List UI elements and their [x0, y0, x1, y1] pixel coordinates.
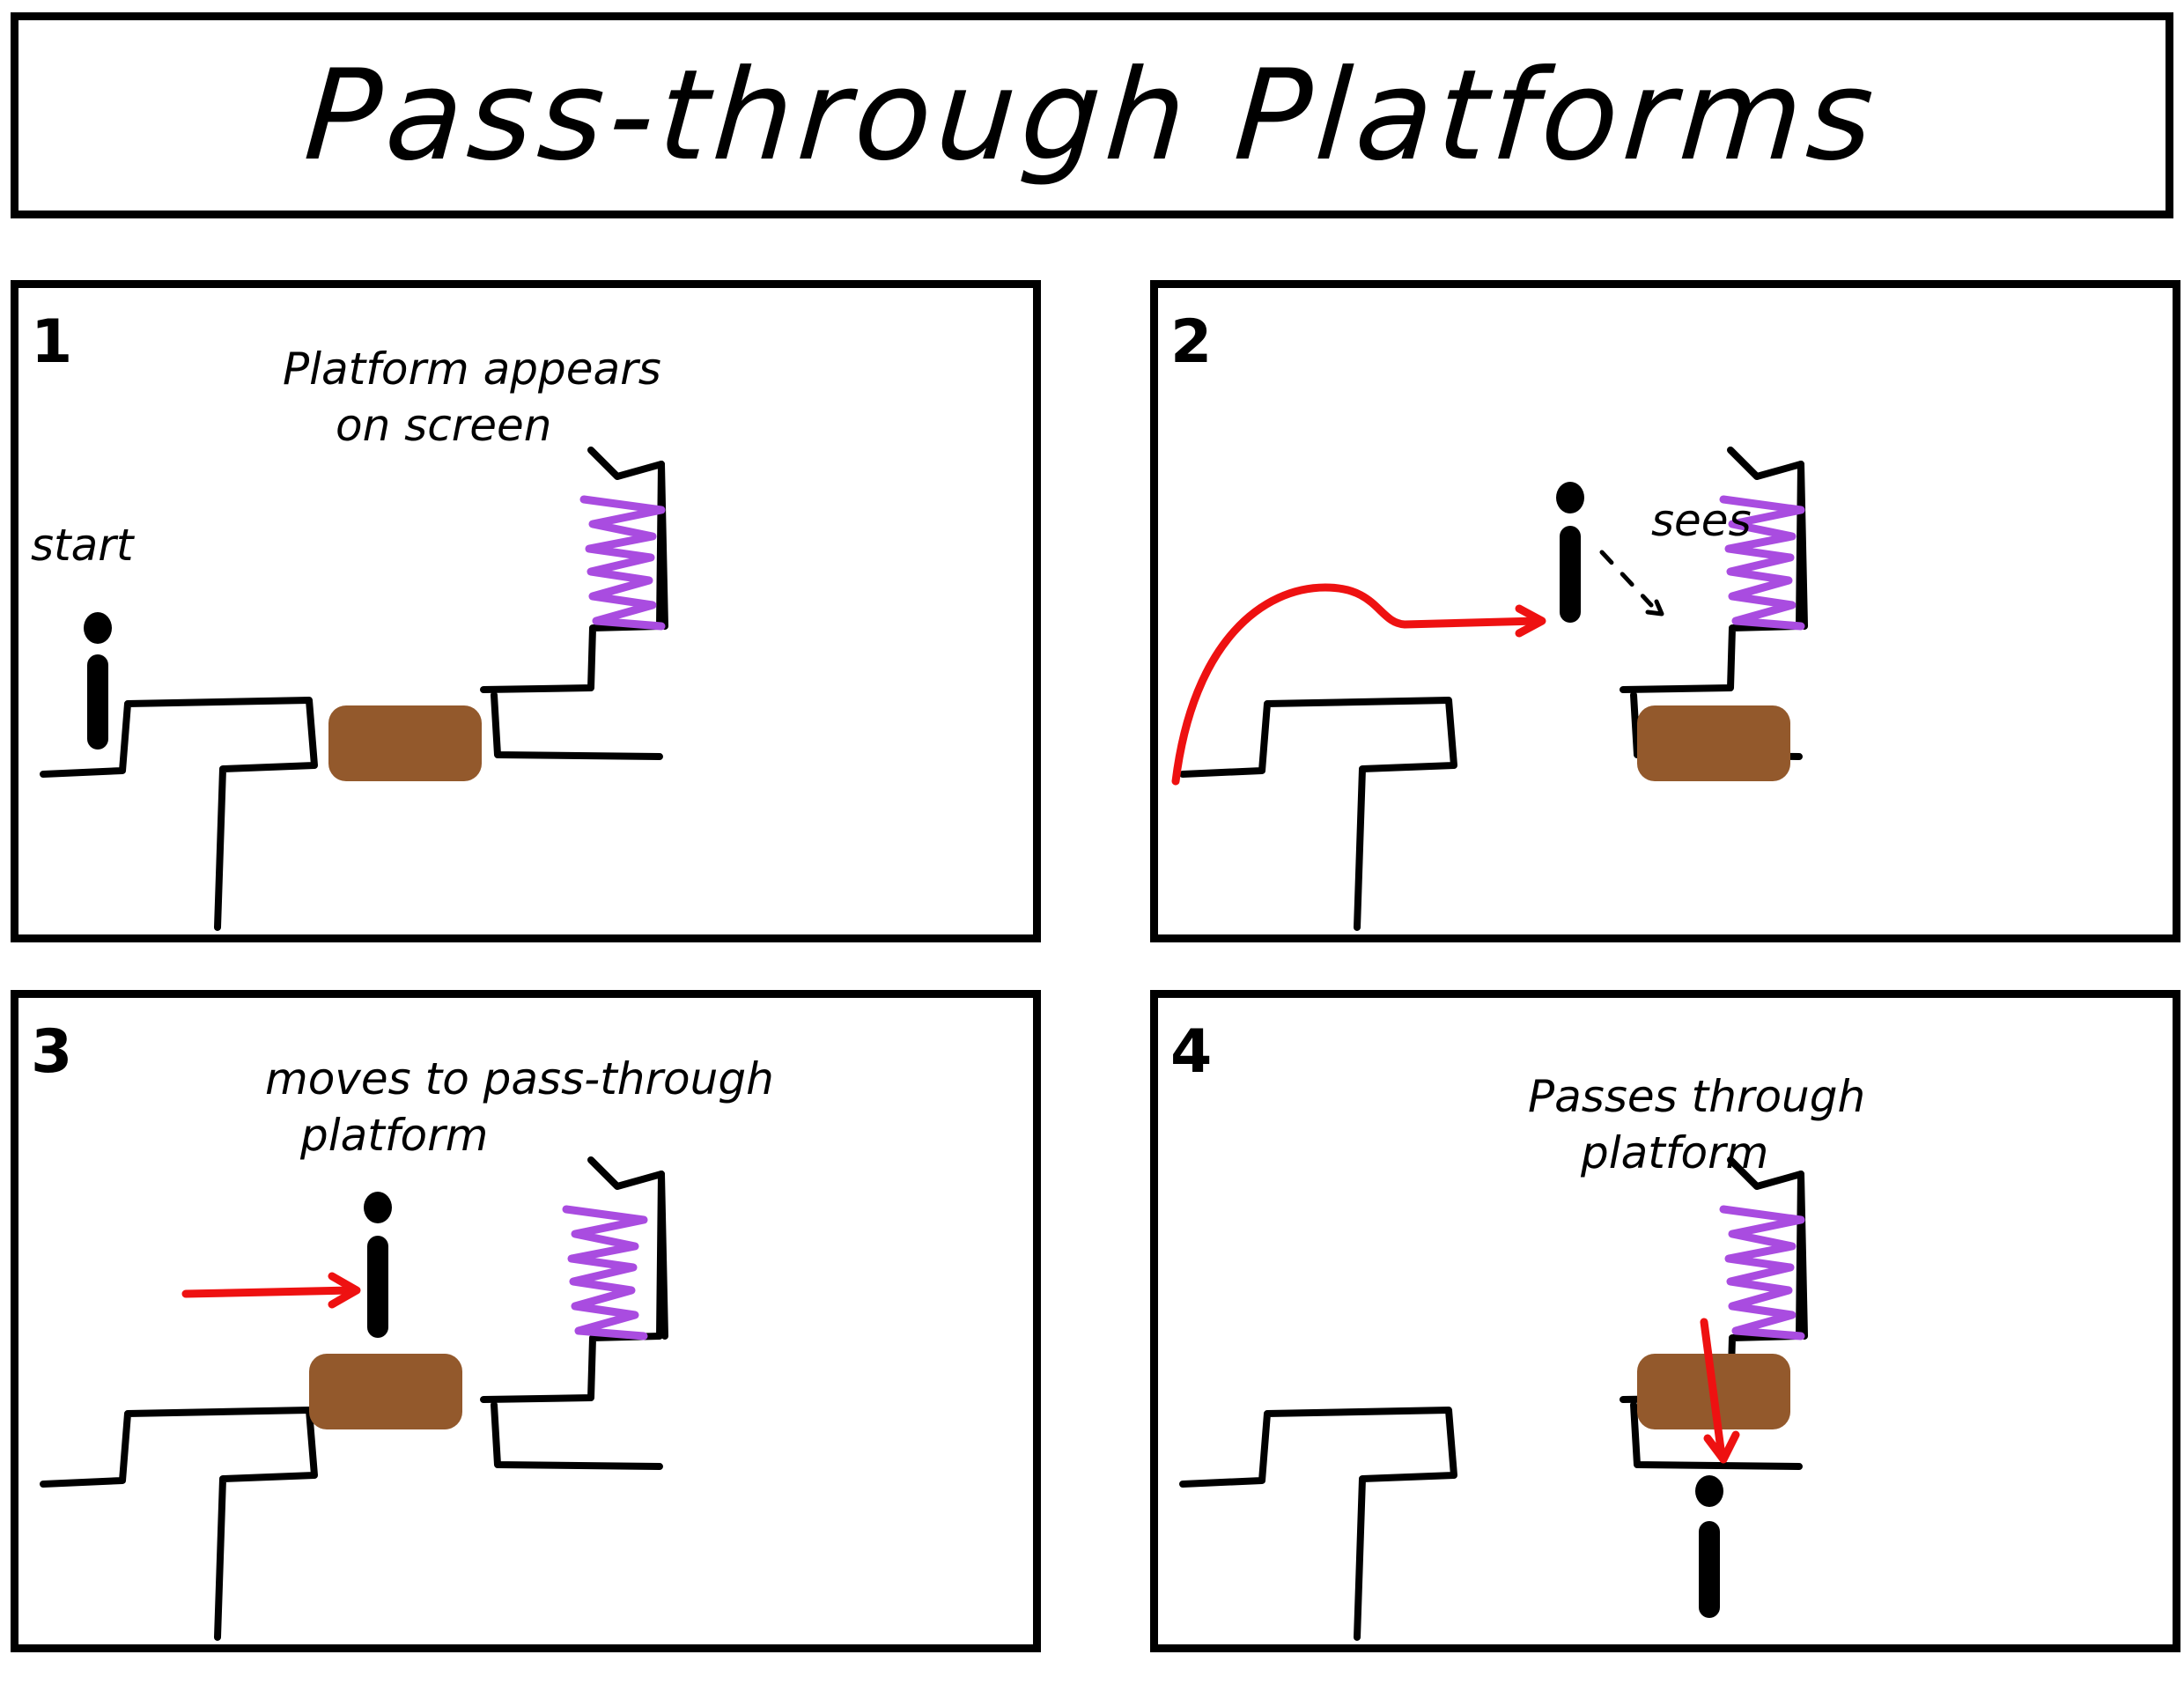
pass-through-platform	[309, 1354, 462, 1429]
pass-through-platform	[328, 705, 482, 781]
panel-3-scene	[18, 998, 1033, 1644]
stick-figure-icon	[1695, 1475, 1723, 1618]
panel-number: 3	[31, 1017, 73, 1087]
panel-3: 3 moves to pass-through platform	[11, 990, 1041, 1652]
pass-through-platform	[1637, 705, 1790, 781]
panel-number: 4	[1170, 1017, 1213, 1087]
page-title: Pass-through Platforms	[300, 42, 1884, 188]
fall-arrow	[1700, 1318, 1726, 1460]
panel-4-caption: Passes through platform	[1528, 1071, 1866, 1178]
title-banner: Pass-through Platforms	[11, 12, 2173, 218]
panel-number: 1	[31, 307, 73, 377]
panel-4: 4 Passes through platform	[1150, 990, 2180, 1652]
jump-path-arrow	[1171, 583, 1541, 786]
panel-2-caption: sees	[1651, 495, 1752, 546]
panel-2-scene	[1171, 288, 2173, 934]
stick-figure-icon	[1556, 482, 1584, 623]
zigzag-portal-icon	[584, 499, 661, 626]
panel-2: 2 sees	[1150, 280, 2180, 942]
start-label: start	[31, 520, 134, 571]
stick-figure-icon	[364, 1192, 392, 1338]
stick-figure-icon	[84, 612, 112, 750]
sight-arrow-head	[1645, 599, 1664, 617]
panel-4-scene	[1158, 998, 2173, 1644]
arrow-head	[1515, 604, 1546, 638]
arrow-head	[1703, 1430, 1740, 1464]
sight-line	[1599, 550, 1654, 608]
move-arrow	[181, 1286, 358, 1298]
zigzag-portal-icon	[1723, 1209, 1801, 1336]
zigzag-portal-icon	[566, 1209, 644, 1336]
panel-3-caption: moves to pass-through platform	[265, 1053, 774, 1161]
panel-1-scene	[18, 288, 1033, 934]
panel-1: 1 start Platform appears on screen	[11, 280, 1041, 942]
panel-number: 2	[1170, 307, 1213, 377]
panel-1-caption: Platform appears on screen	[283, 343, 661, 451]
arrow-head	[328, 1272, 361, 1309]
